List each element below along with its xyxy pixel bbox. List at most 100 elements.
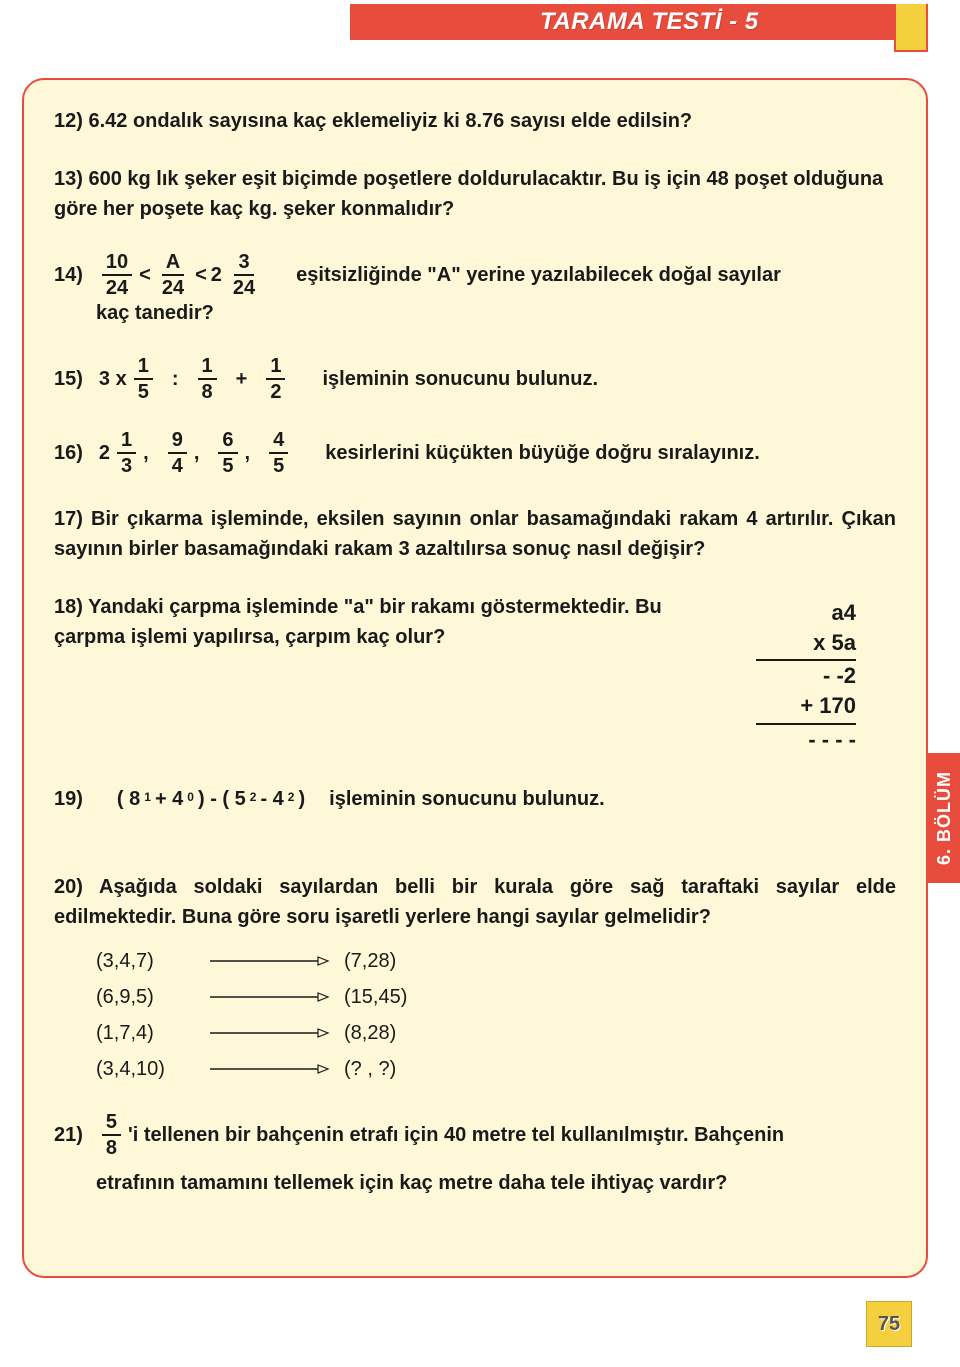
q19-sup0: 0 (187, 788, 194, 806)
q15-op2: + (236, 364, 248, 394)
q16-c3: , (245, 438, 251, 468)
q19-minus: - 4 (260, 784, 283, 814)
q15-tail: işleminin sonucunu bulunuz. (322, 364, 598, 394)
question-19: 19) ( 81 + 40 ) - ( 52 - 42 ) işleminin … (54, 784, 896, 814)
q21-num: 21) (54, 1120, 83, 1150)
q18-text-wrap: 18) Yandaki çarpma işleminde "a" bir rak… (54, 592, 756, 652)
content-wrap: 6. BÖLÜM 12) 6.42 ondalık sayısına kaç e… (22, 78, 928, 1278)
q16-frac4: 4 5 (269, 430, 288, 476)
q19-plus: + 4 (155, 784, 183, 814)
q19-open: ( 8 (117, 784, 140, 814)
q15-frac1: 1 5 (134, 356, 153, 402)
q16-frac2: 9 4 (168, 430, 187, 476)
q15-num: 15) (54, 364, 83, 394)
q17-text: Bir çıkarma işleminde, eksilen sayının o… (54, 508, 896, 560)
mult-line4: + 170 (756, 691, 856, 725)
q16-frac3: 6 5 (218, 430, 237, 476)
q14-line2: kaç tanedir? (96, 298, 896, 328)
q16-whole1: 2 (99, 438, 110, 468)
q20-row3-r: (? , ?) (344, 1054, 444, 1084)
page-number: 75 (866, 1301, 912, 1347)
q21-t1: 'i tellenen bir bahçenin etrafı için 40 … (128, 1120, 784, 1150)
q20-row2-r: (8,28) (344, 1018, 444, 1048)
arrow-icon (210, 955, 330, 967)
q20-text: Aşağıda soldaki sayılardan belli bir kur… (54, 876, 896, 928)
arrow-icon (210, 1027, 330, 1039)
mult-line3: - -2 (823, 663, 856, 688)
q17-num: 17) (54, 508, 83, 530)
q16-tail: kesirlerini küçükten büyüğe doğru sırala… (325, 438, 760, 468)
question-20: 20) Aşağıda soldaki sayılardan belli bir… (54, 872, 896, 1084)
q19-close: ) (298, 784, 305, 814)
q12-num: 12) (54, 110, 83, 132)
q18-multiplication: a4 x 5a - -2 + 170 - - - - (756, 592, 896, 756)
q19-sup1: 1 (144, 788, 151, 806)
q16-frac1: 1 3 (117, 430, 136, 476)
question-15: 15) 3 x 1 5 : 1 8 + (54, 356, 896, 402)
q20-row1-r: (15,45) (344, 982, 444, 1012)
q14-row1: 14) 10 24 < A 24 < 2 3 24 (54, 252, 896, 298)
q16-num: 16) (54, 438, 83, 468)
question-12: 12) 6.42 ondalık sayısına kaç eklemeliyi… (54, 106, 896, 136)
q19-num: 19) (54, 784, 83, 814)
q20-row-3: (3,4,10) (? , ?) (96, 1054, 896, 1084)
q20-row-2: (1,7,4) (8,28) (96, 1018, 896, 1048)
q20-row0-r: (7,28) (344, 946, 444, 976)
q14-frac3: 3 24 (229, 252, 259, 298)
mult-block: a4 x 5a - -2 + 170 - - - - (756, 598, 856, 754)
q21-frac: 5 8 (102, 1112, 121, 1158)
q20-list: (3,4,7) (7,28) (6,9,5) (15,45) (1,7,4) (… (54, 946, 896, 1084)
q15-frac2: 1 8 (198, 356, 217, 402)
header: TARAMA TESTİ - 5 (0, 0, 960, 60)
mult-line5: - - - - (808, 727, 856, 752)
q16-c2: , (194, 438, 200, 468)
q20-row-1: (6,9,5) (15,45) (96, 982, 896, 1012)
q19-sup2b: 2 (288, 788, 295, 806)
q21-t2: etrafının tamamını tellemek için kaç met… (96, 1168, 896, 1198)
question-16: 16) 2 1 3 , 9 4 , 6 (54, 430, 896, 476)
side-tab: 6. BÖLÜM (928, 753, 960, 883)
side-tab-label: 6. BÖLÜM (934, 771, 955, 865)
question-21: 21) 5 8 'i tellenen bir bahçenin etrafı … (54, 1112, 896, 1198)
q14-tail: eşitsizliğinde "A" yerine yazılabilecek … (296, 260, 781, 290)
question-18: 18) Yandaki çarpma işleminde "a" bir rak… (54, 592, 896, 756)
q20-num: 20) (54, 876, 83, 898)
q16-c1: , (143, 438, 149, 468)
q13-text: 600 kg lık şeker eşit biçimde poşetlere … (54, 168, 883, 220)
q20-row3-l: (3,4,10) (96, 1054, 196, 1084)
q19-sup2a: 2 (250, 788, 257, 806)
q14-lt2: < (195, 260, 207, 290)
question-13: 13) 600 kg lık şeker eşit biçimde poşetl… (54, 164, 896, 224)
q18-num: 18) (54, 596, 83, 618)
q20-row0-l: (3,4,7) (96, 946, 196, 976)
header-title: TARAMA TESTİ - 5 (540, 8, 759, 36)
q13-num: 13) (54, 168, 83, 190)
q14-frac1: 10 24 (102, 252, 132, 298)
q12-text: 6.42 ondalık sayısına kaç eklemeliyiz ki… (88, 110, 692, 132)
q19-tail: işleminin sonucunu bulunuz. (329, 784, 605, 814)
q20-row-0: (3,4,7) (7,28) (96, 946, 896, 976)
q14-frac2: A 24 (158, 252, 188, 298)
page-number-value: 75 (878, 1313, 900, 1336)
q18-row: 18) Yandaki çarpma işleminde "a" bir rak… (54, 592, 896, 756)
header-tab (894, 4, 928, 52)
arrow-icon (210, 1063, 330, 1075)
q14-num: 14) (54, 260, 83, 290)
mult-line2: x 5a (756, 628, 856, 662)
q15-row: 15) 3 x 1 5 : 1 8 + (54, 356, 896, 402)
q14-lt1: < (139, 260, 151, 290)
q15-lead: 3 x (99, 364, 127, 394)
question-17: 17) Bir çıkarma işleminde, eksilen sayın… (54, 504, 896, 564)
q19-mid: ) - ( 5 (198, 784, 246, 814)
q18-text: Yandaki çarpma işleminde "a" bir rakamı … (54, 596, 662, 648)
arrow-icon (210, 991, 330, 1003)
mult-line1: a4 (832, 600, 856, 625)
q20-row1-l: (6,9,5) (96, 982, 196, 1012)
question-14: 14) 10 24 < A 24 < 2 3 24 (54, 252, 896, 328)
q20-row2-l: (1,7,4) (96, 1018, 196, 1048)
q14-two: 2 (211, 260, 222, 290)
q16-row: 16) 2 1 3 , 9 4 , 6 (54, 430, 896, 476)
q15-frac3: 1 2 (266, 356, 285, 402)
content-box: 12) 6.42 ondalık sayısına kaç eklemeliyi… (22, 78, 928, 1278)
page: TARAMA TESTİ - 5 6. BÖLÜM 12) 6.42 ondal… (0, 0, 960, 1367)
